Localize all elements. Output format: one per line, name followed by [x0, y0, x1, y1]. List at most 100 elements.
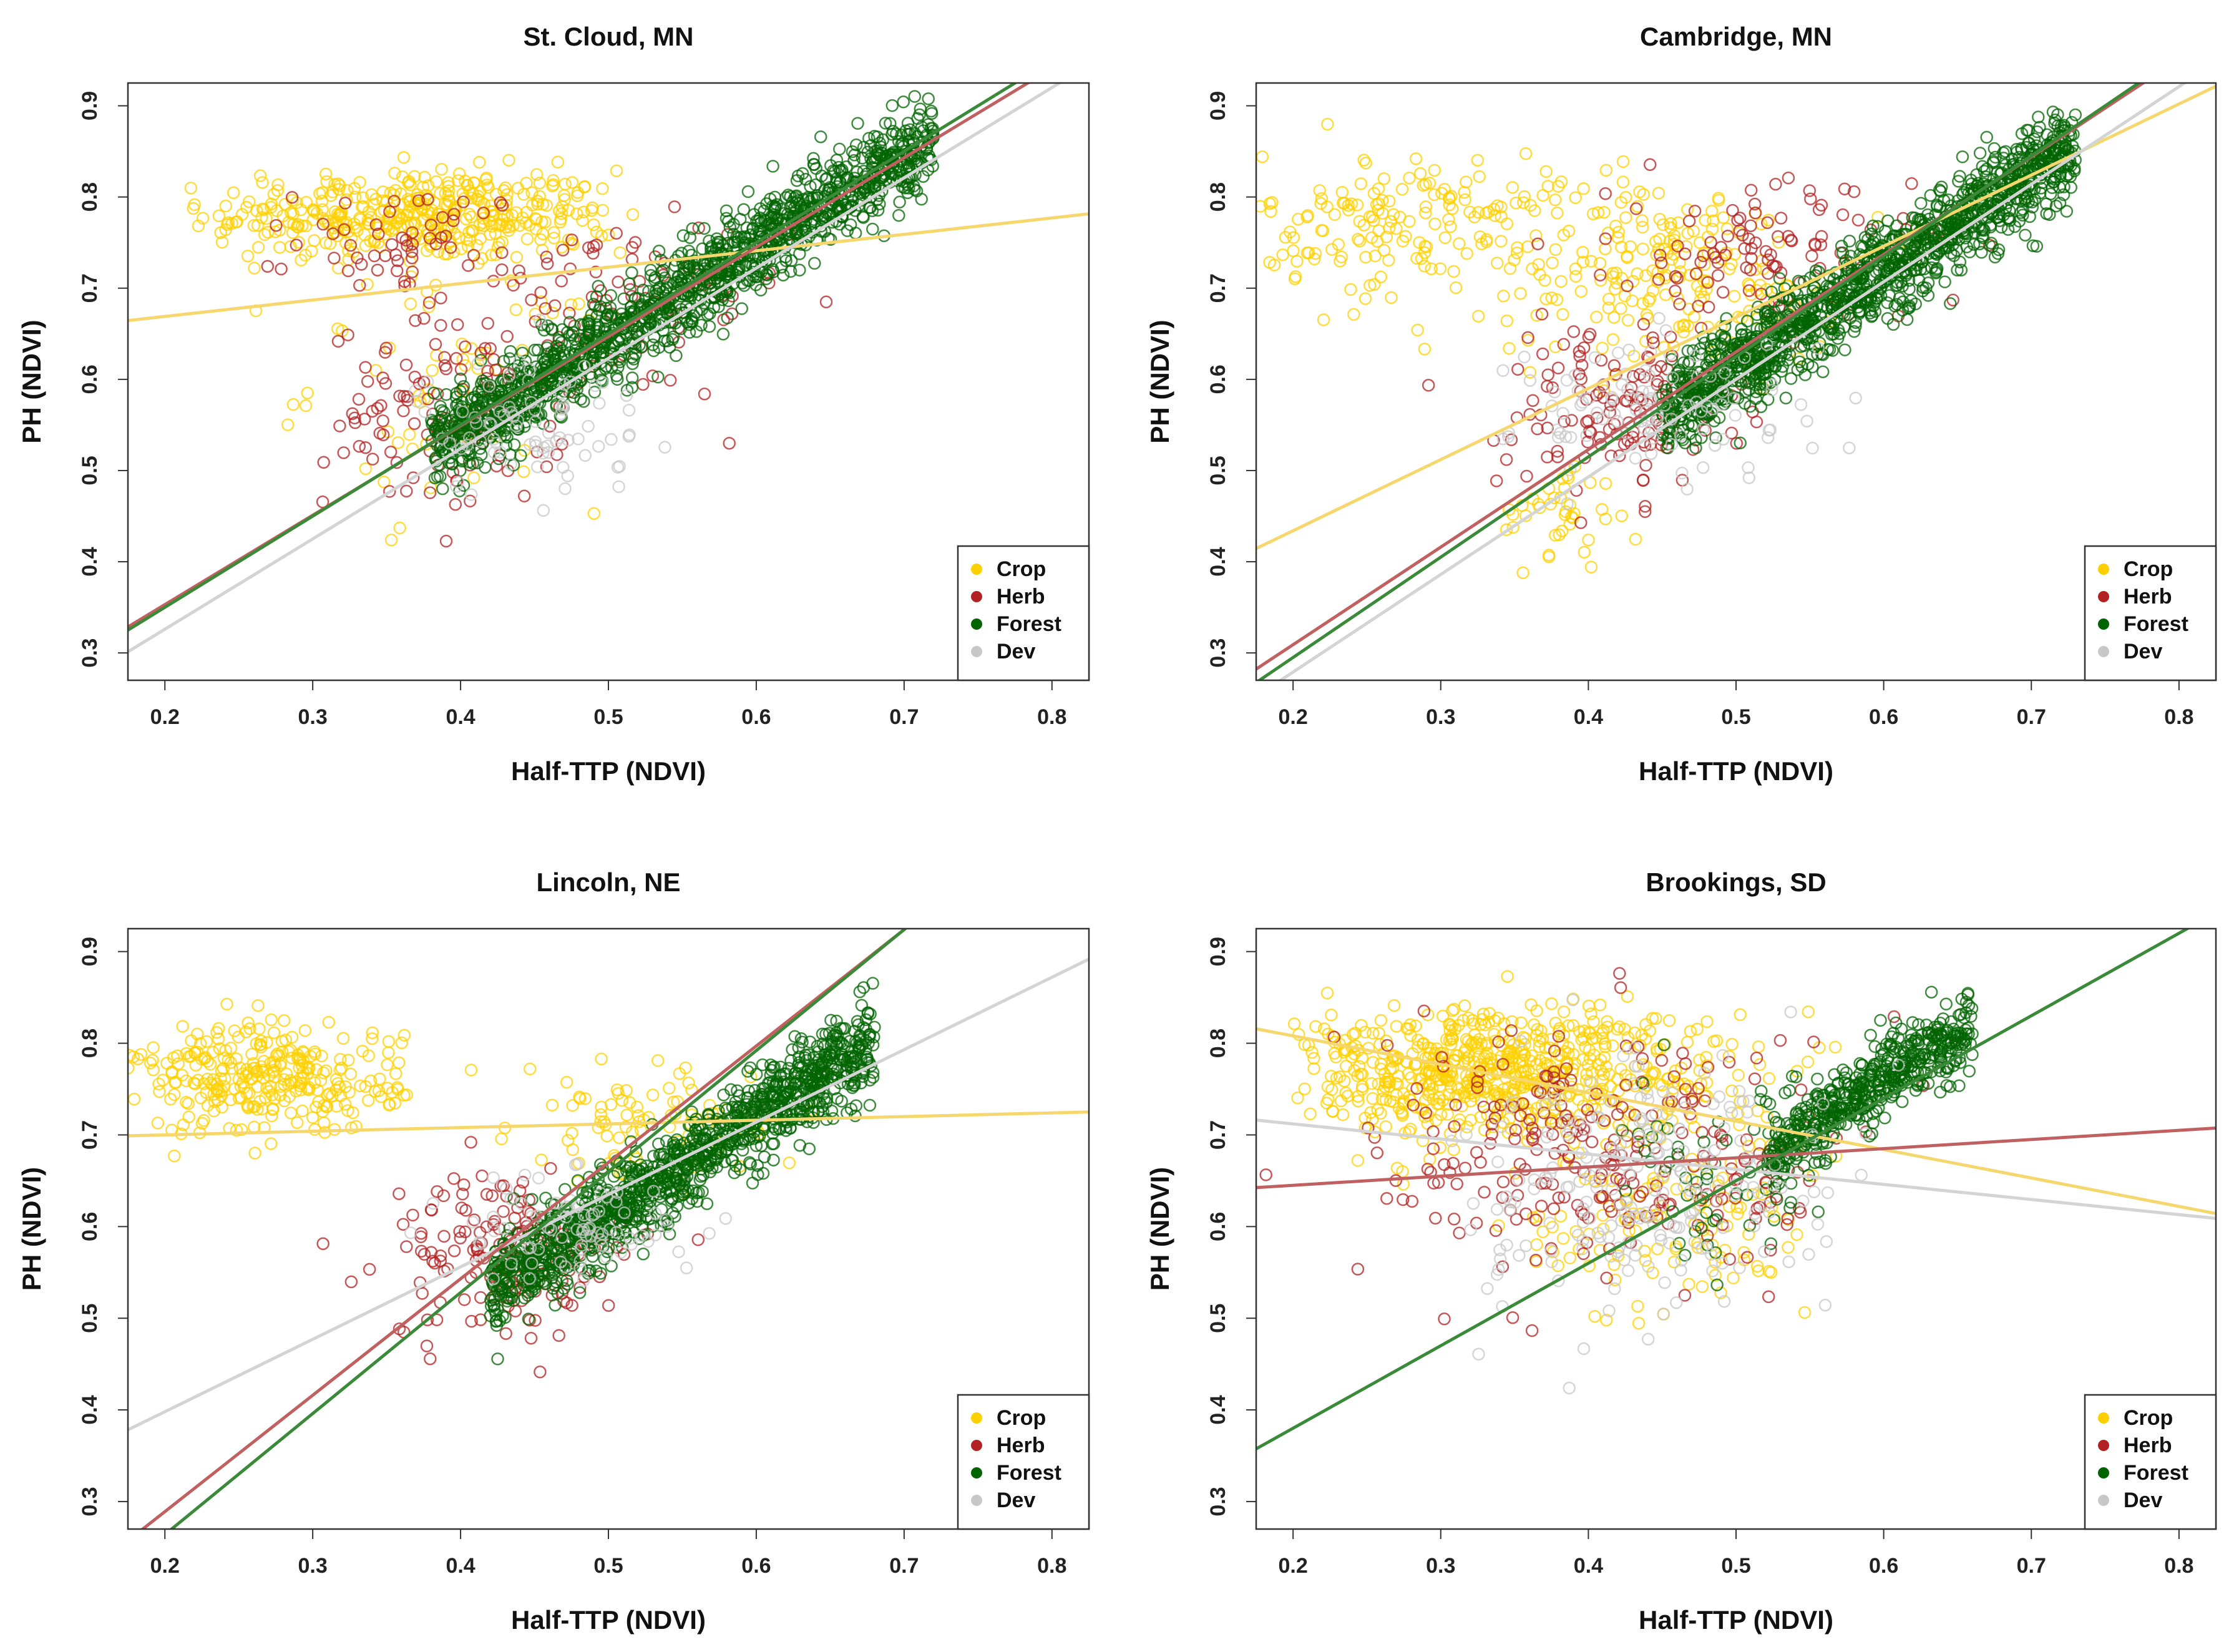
point: [496, 373, 509, 386]
point: [1896, 280, 1909, 293]
point: [275, 262, 288, 276]
point: [590, 225, 603, 239]
point: [393, 1187, 406, 1200]
point: [661, 276, 674, 290]
point: [1582, 533, 1595, 547]
point: [379, 341, 393, 355]
point: [250, 1069, 263, 1083]
point: [1673, 256, 1686, 270]
point: [1968, 226, 1981, 239]
point: [703, 234, 716, 248]
point: [421, 1313, 434, 1327]
point: [461, 240, 475, 253]
point: [1518, 190, 1531, 203]
point: [546, 306, 559, 320]
point: [371, 402, 384, 415]
point: [1921, 289, 1935, 302]
point: [723, 436, 736, 450]
point: [471, 357, 485, 371]
point: [617, 292, 630, 305]
point: [393, 521, 406, 535]
point: [1629, 532, 1642, 546]
point: [885, 167, 899, 180]
point: [1728, 338, 1742, 351]
point: [1762, 423, 1776, 437]
point: [421, 193, 434, 206]
point: [1812, 203, 1826, 217]
point: [267, 187, 281, 201]
point: [333, 419, 346, 433]
point: [698, 387, 711, 401]
point: [415, 1244, 428, 1258]
point: [776, 268, 790, 281]
point: [108, 1088, 119, 1099]
point: [1565, 414, 1578, 427]
point: [1676, 466, 1689, 480]
point: [1738, 242, 1751, 255]
point: [1500, 523, 1513, 536]
point: [610, 227, 623, 240]
point: [182, 1097, 195, 1110]
point: [499, 1327, 512, 1340]
point: [384, 445, 398, 459]
point: [430, 348, 443, 362]
point: [856, 210, 870, 223]
point: [1644, 447, 1658, 460]
point: [670, 349, 683, 363]
point: [1627, 369, 1640, 383]
point: [306, 203, 320, 217]
point: [384, 533, 398, 547]
point: [897, 95, 910, 109]
point: [1576, 255, 1590, 269]
point: [1447, 265, 1460, 278]
point: [459, 212, 473, 226]
point: [1705, 205, 1719, 218]
point: [1814, 238, 1828, 252]
point: [322, 1015, 336, 1029]
point: [1680, 203, 1694, 216]
point: [1659, 324, 1672, 337]
point: [462, 259, 475, 272]
point: [192, 219, 205, 233]
point: [379, 249, 392, 262]
point: [1495, 210, 1508, 223]
point: [346, 1106, 359, 1120]
point: [1694, 255, 1707, 269]
point: [1764, 248, 1777, 261]
point: [1584, 255, 1598, 268]
point: [507, 438, 521, 451]
point: [1669, 284, 1682, 298]
point: [559, 177, 572, 191]
point: [509, 303, 523, 316]
point: [500, 431, 514, 444]
point: [811, 1039, 824, 1053]
point: [353, 278, 366, 292]
point: [153, 1085, 166, 1098]
point: [434, 231, 448, 244]
x-axis-label: Half-TTP (NDVI): [1639, 756, 1833, 786]
point: [398, 1029, 411, 1042]
point: [1345, 197, 1359, 210]
y-tick-label: 0.7: [78, 1120, 102, 1150]
point: [1629, 452, 1642, 465]
point: [2057, 188, 2071, 202]
point: [513, 219, 526, 232]
point: [578, 449, 592, 462]
point: [1654, 248, 1667, 262]
point: [1370, 198, 1383, 212]
point: [2003, 214, 2017, 227]
point: [361, 374, 374, 388]
point: [1559, 430, 1573, 443]
point: [1471, 154, 1485, 167]
point: [1697, 249, 1710, 263]
point: [259, 1091, 272, 1104]
point: [1567, 325, 1581, 338]
point: [545, 322, 559, 336]
point: [1850, 279, 1863, 292]
point: [344, 238, 358, 252]
point: [336, 215, 349, 229]
point: [592, 321, 606, 335]
point: [605, 309, 618, 322]
point: [401, 239, 414, 252]
point: [398, 279, 411, 293]
